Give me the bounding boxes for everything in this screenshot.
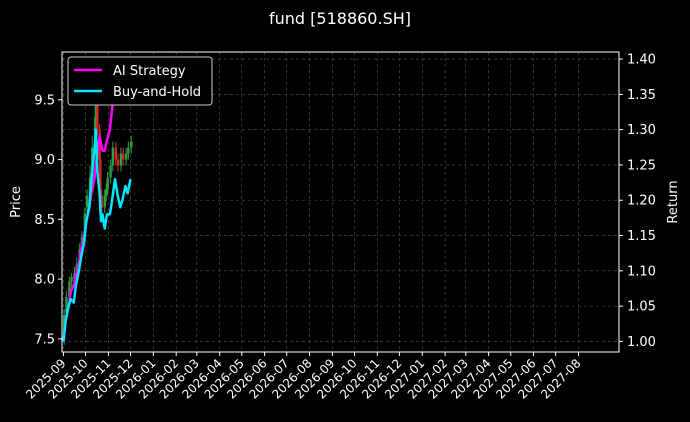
ai-strategy-line <box>62 65 123 342</box>
candle-body <box>68 281 71 298</box>
candle-body <box>100 195 103 208</box>
y-right-tick-label: 1.40 <box>627 53 656 68</box>
y-axis-left-label: Price <box>9 186 24 218</box>
y-left-tick-label: 8.0 <box>34 273 55 288</box>
candle-body <box>124 153 128 160</box>
legend-label-ai-strategy: AI Strategy <box>113 64 186 79</box>
y-left-tick-label: 7.5 <box>34 332 55 347</box>
candle-body <box>96 99 99 130</box>
candle-body <box>121 153 125 160</box>
candle-body <box>99 159 102 196</box>
candle-body <box>103 195 106 208</box>
candle-body <box>111 147 115 166</box>
candle-body <box>109 165 112 178</box>
candle-body <box>116 159 120 166</box>
x-axis-ticks: 2025-092025-102025-112025-122026-012026-… <box>23 352 584 402</box>
y-left-tick-label: 8.5 <box>34 213 55 228</box>
y-right-tick-label: 1.15 <box>627 229 656 244</box>
y-right-tick-label: 1.10 <box>627 264 656 279</box>
chart-title: fund [518860.SH] <box>269 9 411 28</box>
y-axis-right-label: Return <box>666 180 681 223</box>
buy-and-hold-line <box>62 128 132 342</box>
candle-body <box>119 153 123 166</box>
candle-body <box>70 276 73 282</box>
y-right-tick-label: 1.25 <box>627 158 656 173</box>
candle-body <box>105 189 108 196</box>
plot-frame <box>61 51 620 353</box>
candle-body <box>65 297 68 313</box>
line-series <box>62 65 132 342</box>
y-right-tick-label: 1.30 <box>627 123 656 138</box>
y-axis-left-ticks: 7.5 8.0 8.5 9.0 9.5 <box>34 93 62 347</box>
legend: AI Strategy Buy-and-Hold <box>67 56 213 106</box>
candle-body <box>130 141 133 148</box>
y-right-tick-label: 1.00 <box>627 335 656 350</box>
candle-body <box>106 177 109 190</box>
candle-body <box>85 195 89 208</box>
candle-body <box>127 147 130 154</box>
legend-label-buy-and-hold: Buy-and-Hold <box>113 85 201 100</box>
y-right-tick-label: 1.20 <box>627 194 656 209</box>
y-right-tick-label: 1.05 <box>627 300 656 315</box>
candle-body <box>114 147 117 160</box>
y-left-tick-label: 9.0 <box>34 153 55 168</box>
y-right-tick-label: 1.35 <box>627 88 656 103</box>
y-left-tick-label: 9.5 <box>34 93 55 108</box>
y-axis-right-ticks: 1.00 1.05 1.10 1.15 1.20 1.25 1.30 1.35 1.40 <box>619 53 656 350</box>
legend-box <box>67 56 213 106</box>
